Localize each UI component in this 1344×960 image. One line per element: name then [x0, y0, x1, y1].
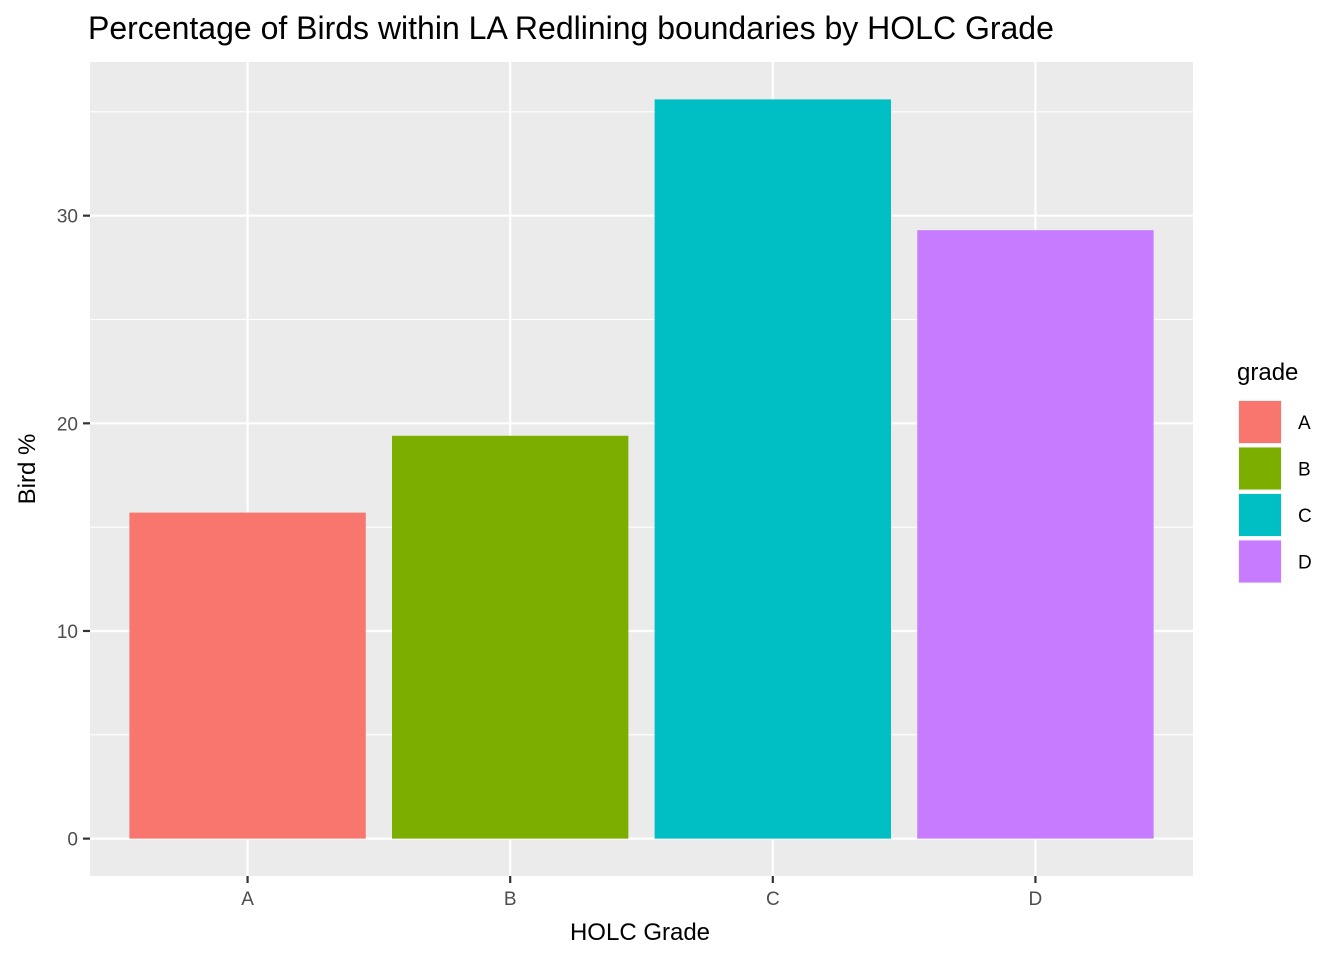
legend-label: C: [1298, 506, 1312, 527]
y-tick-label: 20: [57, 414, 78, 435]
x-tick-label: D: [1029, 889, 1043, 910]
legend-swatch-d: [1239, 540, 1281, 583]
y-tick-label: 10: [57, 622, 78, 643]
legend-swatch-a: [1239, 401, 1281, 443]
x-tick-label: B: [504, 889, 517, 910]
x-axis: A B C D: [241, 876, 1042, 910]
bar-d: [917, 230, 1154, 839]
bar-a: [129, 512, 366, 839]
legend-label: B: [1298, 460, 1311, 481]
legend-label: A: [1298, 413, 1311, 434]
bar-b: [392, 435, 629, 839]
legend: grade A B C D: [1237, 359, 1312, 584]
bars: [129, 99, 1154, 839]
y-axis: 0 10 20 30: [57, 207, 90, 851]
x-tick-label: A: [241, 889, 254, 910]
y-axis-title: Bird %: [14, 434, 41, 505]
y-tick-label: 0: [67, 830, 78, 851]
x-axis-title: HOLC Grade: [570, 919, 710, 946]
legend-swatch-b: [1239, 447, 1281, 490]
legend-swatch-c: [1239, 494, 1281, 536]
legend-title: grade: [1237, 359, 1298, 386]
x-tick-label: C: [766, 889, 780, 910]
legend-label: D: [1298, 553, 1312, 574]
bar-c: [654, 99, 891, 839]
chart-title: Percentage of Birds within LA Redlining …: [88, 10, 1054, 46]
y-tick-label: 30: [57, 207, 78, 228]
